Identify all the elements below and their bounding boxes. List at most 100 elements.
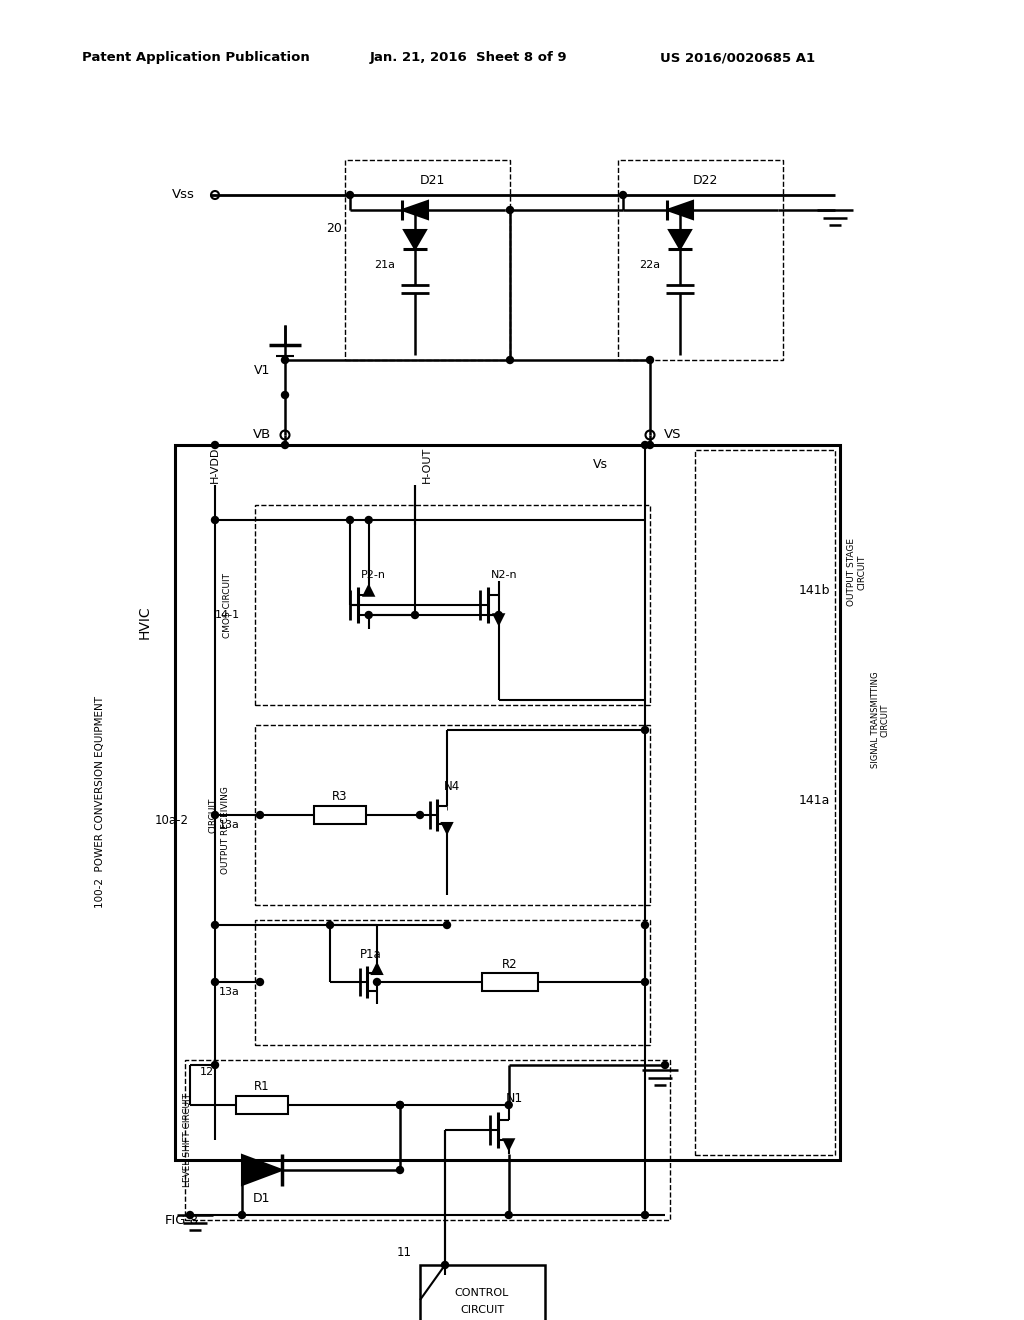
Text: R1: R1 xyxy=(254,1081,269,1093)
Text: 14-1: 14-1 xyxy=(215,610,240,620)
Circle shape xyxy=(412,206,419,214)
Circle shape xyxy=(507,206,513,214)
Text: 22a: 22a xyxy=(639,260,660,271)
Bar xyxy=(314,807,366,824)
Polygon shape xyxy=(669,230,691,249)
Text: D1: D1 xyxy=(253,1192,270,1204)
Circle shape xyxy=(212,441,218,449)
Text: V1: V1 xyxy=(254,363,270,376)
Text: SIGNAL TRANSMITTING: SIGNAL TRANSMITTING xyxy=(870,672,880,768)
Circle shape xyxy=(620,191,627,198)
Text: VS: VS xyxy=(664,429,682,441)
Circle shape xyxy=(366,516,372,524)
Circle shape xyxy=(374,978,381,986)
Bar xyxy=(255,725,650,906)
Bar xyxy=(255,920,650,1045)
Circle shape xyxy=(212,516,218,524)
Circle shape xyxy=(441,1262,449,1269)
Text: D22: D22 xyxy=(693,173,718,186)
Text: 12: 12 xyxy=(200,1067,214,1077)
Circle shape xyxy=(212,978,218,986)
Polygon shape xyxy=(364,586,374,595)
Text: CIRCUIT: CIRCUIT xyxy=(881,704,890,737)
Text: H-VDD: H-VDD xyxy=(210,446,220,483)
Text: 10a-2: 10a-2 xyxy=(155,813,189,826)
Text: N4: N4 xyxy=(443,780,460,793)
Text: CIRCUIT: CIRCUIT xyxy=(460,1305,504,1315)
Circle shape xyxy=(281,430,290,440)
Circle shape xyxy=(396,1101,403,1109)
Circle shape xyxy=(641,921,648,928)
Text: LEVEL SHIFT CIRCUIT: LEVEL SHIFT CIRCUIT xyxy=(183,1093,193,1187)
Circle shape xyxy=(645,430,654,440)
Circle shape xyxy=(662,1061,669,1068)
Text: 20: 20 xyxy=(326,222,342,235)
Polygon shape xyxy=(667,201,693,219)
Circle shape xyxy=(211,191,219,199)
Circle shape xyxy=(443,921,451,928)
Polygon shape xyxy=(242,1155,282,1185)
Circle shape xyxy=(417,812,424,818)
Text: 100-2  POWER CONVERSION EQUIPMENT: 100-2 POWER CONVERSION EQUIPMENT xyxy=(95,696,105,908)
Text: P1a: P1a xyxy=(360,948,382,961)
Text: Jan. 21, 2016  Sheet 8 of 9: Jan. 21, 2016 Sheet 8 of 9 xyxy=(370,51,567,65)
Circle shape xyxy=(256,812,263,818)
Circle shape xyxy=(641,441,648,449)
Text: OUTPUT STAGE: OUTPUT STAGE xyxy=(848,539,856,606)
Text: 141a: 141a xyxy=(799,793,830,807)
Circle shape xyxy=(366,611,372,619)
Circle shape xyxy=(327,921,334,928)
Text: 21a: 21a xyxy=(374,260,395,271)
Text: R2: R2 xyxy=(502,957,518,970)
Bar xyxy=(618,160,783,360)
Text: R3: R3 xyxy=(332,791,348,804)
Bar xyxy=(482,973,538,991)
Text: CIRCUIT: CIRCUIT xyxy=(857,554,866,590)
Circle shape xyxy=(646,441,653,449)
Circle shape xyxy=(256,978,263,986)
Circle shape xyxy=(496,611,502,619)
Circle shape xyxy=(505,1101,512,1109)
Circle shape xyxy=(396,1167,403,1173)
Bar xyxy=(255,506,650,705)
Circle shape xyxy=(212,921,218,928)
Circle shape xyxy=(641,1212,648,1218)
Text: Vss: Vss xyxy=(172,189,195,202)
Text: 13a: 13a xyxy=(219,820,240,830)
Polygon shape xyxy=(372,964,382,974)
Circle shape xyxy=(505,1212,512,1218)
Bar xyxy=(345,160,510,360)
Circle shape xyxy=(677,206,683,214)
Text: CIRCUIT: CIRCUIT xyxy=(209,797,217,833)
Text: US 2016/0020685 A1: US 2016/0020685 A1 xyxy=(660,51,815,65)
Text: 13a: 13a xyxy=(219,987,240,997)
Circle shape xyxy=(212,1061,218,1068)
Bar xyxy=(185,1060,670,1220)
Text: H-OUT: H-OUT xyxy=(422,447,432,483)
Text: N2-n: N2-n xyxy=(490,570,517,579)
Circle shape xyxy=(412,611,419,619)
Circle shape xyxy=(282,356,289,363)
Text: VB: VB xyxy=(253,429,271,441)
Bar xyxy=(420,1265,545,1320)
Circle shape xyxy=(282,441,289,449)
Text: N1: N1 xyxy=(506,1092,522,1105)
Polygon shape xyxy=(404,230,426,249)
Circle shape xyxy=(346,516,353,524)
Circle shape xyxy=(212,812,218,818)
Circle shape xyxy=(186,1212,194,1218)
Text: 11: 11 xyxy=(397,1246,412,1259)
Text: D21: D21 xyxy=(420,173,445,186)
Text: Vs: Vs xyxy=(593,458,607,471)
Text: 141b: 141b xyxy=(799,583,830,597)
Text: P2-n: P2-n xyxy=(361,570,386,579)
Circle shape xyxy=(282,392,289,399)
Circle shape xyxy=(641,726,648,734)
Text: HVIC: HVIC xyxy=(138,605,152,639)
Polygon shape xyxy=(442,822,452,833)
Circle shape xyxy=(396,1101,403,1109)
Bar xyxy=(236,1096,288,1114)
Bar xyxy=(175,445,840,1160)
Polygon shape xyxy=(402,201,428,219)
Text: FIG.8: FIG.8 xyxy=(165,1213,199,1226)
